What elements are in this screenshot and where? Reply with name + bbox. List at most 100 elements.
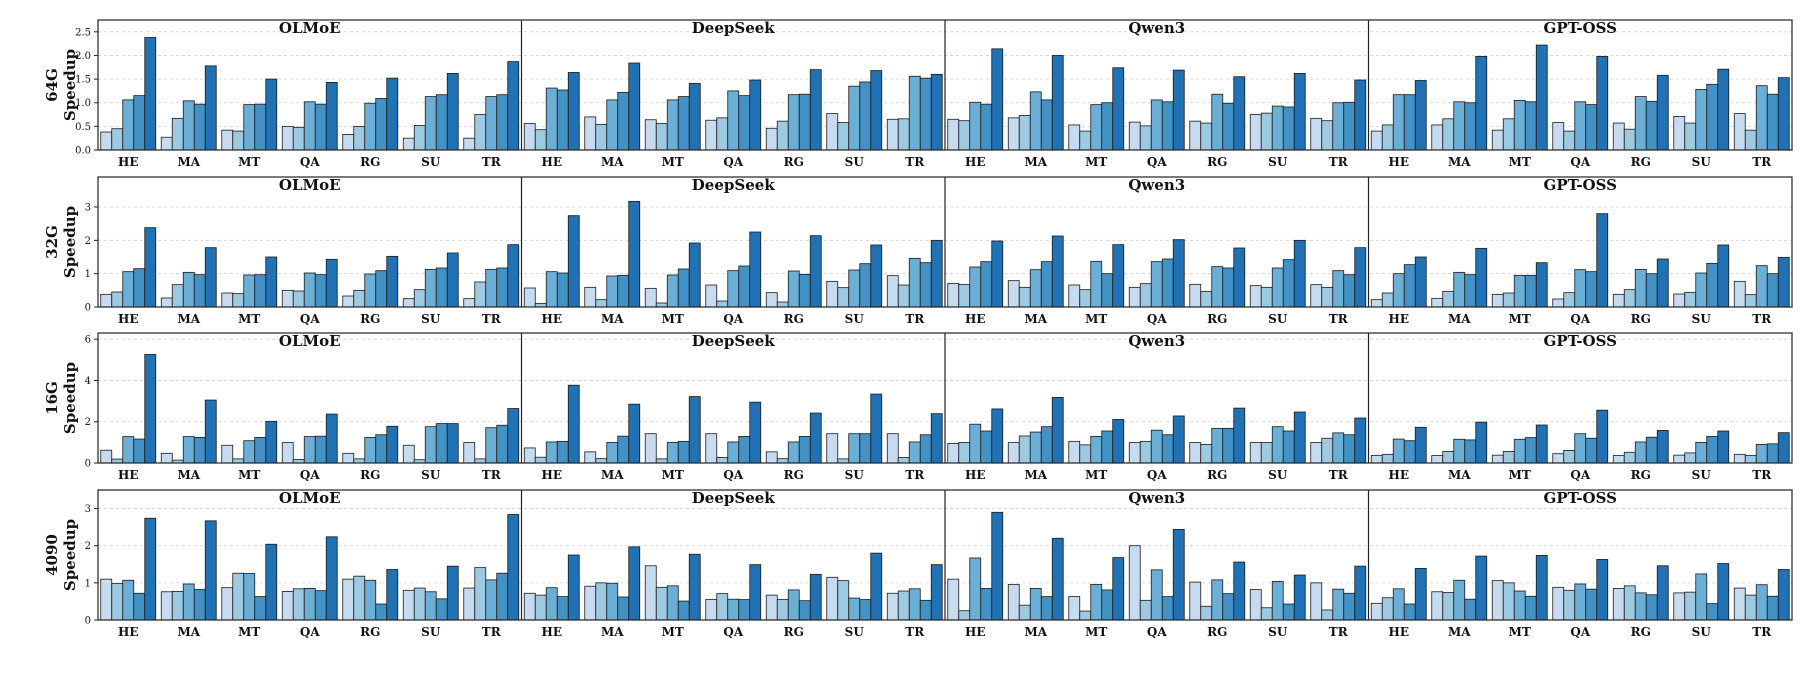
bar-64g-deepseek-su-3	[848, 85, 861, 151]
category-label-4090-gpt-oss-mt: MT	[1509, 625, 1531, 639]
panel-title-64g-deepseek: DeepSeek	[692, 19, 776, 37]
bar-32g-olmoe-qa-1	[281, 289, 294, 308]
bar-16g-deepseek-mt-4	[677, 440, 690, 464]
row-frame-64g	[97, 19, 1793, 151]
bar-32g-deepseek-ma-3	[606, 275, 619, 308]
ytick-label-4090-0: 0	[85, 616, 91, 627]
bar-16g-qwen3-qa-1	[1128, 442, 1141, 464]
category-label-64g-gpt-oss-su: SU	[1692, 155, 1712, 169]
bar-16g-gpt-oss-su-2	[1684, 452, 1697, 464]
bar-4090-deepseek-ma-5	[628, 546, 641, 621]
bar-64g-qwen3-rg-1	[1189, 120, 1202, 151]
panel-title-64g-gpt-oss: GPT-OSS	[1544, 19, 1617, 37]
bar-4090-gpt-oss-rg-2	[1623, 585, 1636, 621]
bar-4090-olmoe-he-1	[100, 578, 113, 621]
category-label-32g-deepseek-ma: MA	[601, 312, 624, 326]
category-label-16g-deepseek-su: SU	[845, 468, 865, 482]
bar-16g-gpt-oss-tr-3	[1755, 444, 1768, 464]
bar-64g-qwen3-qa-4	[1161, 101, 1174, 151]
bar-16g-deepseek-su-2	[837, 458, 850, 464]
bar-4090-deepseek-su-2	[837, 580, 850, 621]
bar-16g-deepseek-qa-4	[738, 435, 751, 464]
bar-64g-olmoe-mt-4	[254, 103, 267, 151]
bar-64g-gpt-oss-qa-4	[1585, 104, 1598, 151]
bar-64g-olmoe-mt-2	[232, 130, 245, 151]
bar-64g-deepseek-tr-3	[908, 75, 921, 151]
bar-32g-deepseek-he-3	[545, 271, 558, 308]
bar-4090-qwen3-mt-3	[1090, 583, 1103, 621]
bar-16g-gpt-oss-tr-2	[1744, 454, 1757, 464]
bar-4090-qwen3-ma-2	[1018, 604, 1031, 621]
bar-64g-qwen3-he-1	[947, 118, 960, 151]
bar-32g-qwen3-su-5	[1293, 239, 1306, 308]
bar-64g-olmoe-tr-3	[485, 96, 498, 151]
bar-32g-olmoe-tr-4	[496, 267, 509, 308]
category-label-32g-olmoe-ma: MA	[177, 312, 200, 326]
bar-32g-deepseek-tr-5	[930, 239, 943, 308]
bar-16g-qwen3-tr-5	[1354, 417, 1367, 464]
bar-16g-deepseek-he-3	[545, 441, 558, 464]
bar-32g-qwen3-he-1	[947, 282, 960, 308]
bar-32g-qwen3-qa-4	[1161, 258, 1174, 308]
bar-32g-gpt-oss-tr-4	[1766, 273, 1779, 308]
category-label-16g-olmoe-rg: RG	[360, 468, 380, 482]
bar-32g-qwen3-mt-2	[1079, 289, 1092, 308]
bar-64g-deepseek-qa-2	[716, 117, 729, 151]
bar-16g-gpt-oss-mt-3	[1513, 438, 1526, 464]
bar-16g-olmoe-rg-1	[342, 452, 355, 464]
bar-32g-qwen3-rg-2	[1200, 290, 1213, 308]
bar-4090-qwen3-tr-5	[1354, 565, 1367, 621]
category-label-4090-gpt-oss-he: HE	[1389, 625, 1409, 639]
bar-64g-qwen3-tr-5	[1354, 79, 1367, 151]
row-label-4090: 4090	[43, 534, 61, 576]
bar-16g-deepseek-mt-5	[688, 396, 701, 464]
bar-16g-olmoe-mt-5	[265, 420, 278, 464]
bar-64g-gpt-oss-qa-1	[1552, 122, 1565, 151]
bar-64g-olmoe-mt-3	[243, 104, 256, 151]
category-label-16g-gpt-oss-rg: RG	[1631, 468, 1651, 482]
bar-16g-qwen3-tr-4	[1343, 434, 1356, 464]
category-label-16g-gpt-oss-su: SU	[1692, 468, 1712, 482]
bar-64g-qwen3-rg-5	[1233, 76, 1246, 151]
bar-16g-olmoe-su-3	[424, 426, 437, 464]
bar-32g-olmoe-qa-2	[292, 290, 305, 308]
bar-4090-gpt-oss-he-4	[1403, 603, 1416, 621]
bar-4090-olmoe-rg-4	[375, 603, 388, 621]
category-label-4090-olmoe-qa: QA	[300, 625, 320, 639]
bar-4090-qwen3-ma-3	[1029, 588, 1042, 621]
bar-16g-qwen3-tr-3	[1332, 432, 1345, 464]
bar-4090-qwen3-he-1	[947, 578, 960, 621]
bar-4090-olmoe-qa-3	[303, 588, 316, 621]
bar-4090-gpt-oss-mt-5	[1535, 554, 1548, 621]
bar-4090-deepseek-mt-1	[644, 565, 657, 621]
category-label-64g-olmoe-ma: MA	[177, 155, 200, 169]
bar-32g-deepseek-qa-1	[705, 284, 718, 308]
bar-32g-gpt-oss-qa-5	[1596, 213, 1609, 308]
bar-64g-gpt-oss-ma-4	[1464, 102, 1477, 151]
panel-title-64g-olmoe: OLMoE	[279, 19, 341, 37]
category-label-64g-gpt-oss-rg: RG	[1631, 155, 1651, 169]
bar-32g-gpt-oss-ma-5	[1475, 247, 1488, 308]
bar-32g-gpt-oss-rg-5	[1656, 258, 1669, 308]
category-label-4090-gpt-oss-ma: MA	[1448, 625, 1471, 639]
bar-16g-qwen3-qa-2	[1139, 440, 1152, 464]
bar-16g-deepseek-qa-3	[727, 441, 740, 464]
bar-4090-qwen3-su-2	[1260, 607, 1273, 621]
ytick-label-64g-1: 0.5	[75, 122, 91, 133]
bar-16g-gpt-oss-tr-1	[1733, 453, 1746, 464]
bar-16g-deepseek-he-5	[567, 384, 580, 464]
bar-16g-gpt-oss-mt-4	[1524, 437, 1537, 464]
bar-16g-qwen3-su-4	[1282, 430, 1295, 464]
bar-4090-gpt-oss-tr-2	[1744, 594, 1757, 621]
category-label-32g-qwen3-rg: RG	[1207, 312, 1227, 326]
bar-16g-gpt-oss-he-2	[1381, 453, 1394, 464]
bar-64g-gpt-oss-su-3	[1695, 89, 1708, 151]
bar-64g-deepseek-rg-2	[776, 120, 789, 151]
bar-16g-qwen3-he-3	[969, 423, 982, 464]
bar-32g-olmoe-mt-3	[243, 274, 256, 308]
bar-16g-gpt-oss-su-4	[1706, 435, 1719, 464]
bar-4090-olmoe-tr-5	[507, 514, 520, 621]
bar-32g-gpt-oss-qa-2	[1563, 292, 1576, 308]
bar-16g-olmoe-ma-3	[182, 436, 195, 464]
